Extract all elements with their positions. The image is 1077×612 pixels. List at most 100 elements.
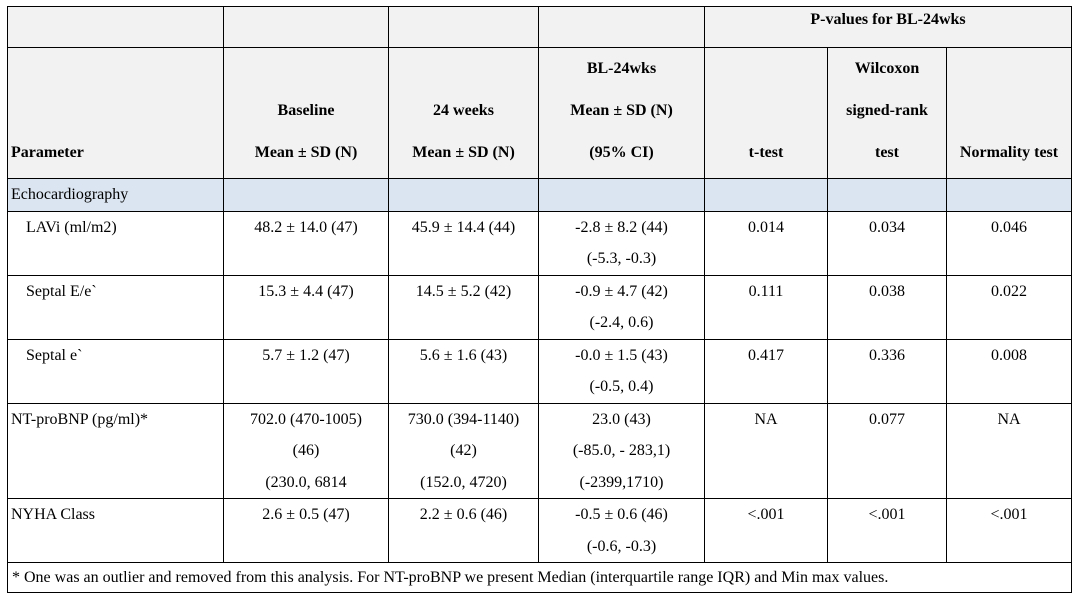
baseline-line: (230.0, 6814 <box>265 473 347 491</box>
header-diff-line: (95% CI) <box>589 144 654 161</box>
header-row-1: P-values for BL-24wks <box>7 6 1073 48</box>
header-diff-line: BL-24wks <box>586 60 657 77</box>
results-table-container: P-values for BL-24wks Parameter Baseline… <box>6 6 1073 593</box>
ttest-cell: <.001 <box>704 498 828 563</box>
diff-line: (-5.3, -0.3) <box>586 250 657 267</box>
week24-cell: 45.9 ± 14.4 (44) <box>388 210 539 276</box>
header-baseline-line: Baseline <box>277 102 335 119</box>
week24-line: (152.0, 4720) <box>420 473 507 491</box>
baseline-cell: 15.3 ± 4.4 (47) <box>223 274 389 340</box>
week24-line: (42) <box>450 442 477 459</box>
header-baseline-line: Mean ± SD (N) <box>254 144 358 161</box>
diff-line: 23.0 (43) <box>592 410 651 428</box>
header-wilcoxon-line: test <box>875 144 899 161</box>
week24-cell: 730.0 (394-1140) (42) (152.0, 4720) <box>388 402 539 499</box>
group-blank <box>945 178 1073 212</box>
param-cell: NT-proBNP (pg/ml)* <box>7 402 224 499</box>
table-row: NT-proBNP (pg/ml)* 702.0 (470-1005) (46)… <box>7 402 1073 499</box>
baseline-cell: 2.6 ± 0.5 (47) <box>223 498 389 563</box>
ttest-cell: 0.111 <box>704 274 828 340</box>
header-blank <box>388 6 539 48</box>
group-label: Echocardiography <box>7 178 224 212</box>
header-row-2: Parameter Baseline Mean ± SD (N) 24 week… <box>7 47 1073 179</box>
table-row: LAVi (ml/m2) 48.2 ± 14.0 (47) 45.9 ± 14.… <box>7 210 1073 276</box>
baseline-line: 5.7 ± 1.2 (47) <box>262 346 350 364</box>
normality-cell: NA <box>945 402 1073 499</box>
results-table: P-values for BL-24wks Parameter Baseline… <box>6 6 1073 593</box>
baseline-line: 702.0 (470-1005) <box>250 410 362 428</box>
table-row: Septal e` 5.7 ± 1.2 (47) 5.6 ± 1.6 (43) … <box>7 338 1073 404</box>
table-row: NYHA Class 2.6 ± 0.5 (47) 2.2 ± 0.6 (46)… <box>7 498 1073 563</box>
baseline-cell: 702.0 (470-1005) (46) (230.0, 6814 <box>223 402 389 499</box>
group-blank <box>827 178 947 212</box>
ttest-cell: NA <box>704 402 828 499</box>
header-parameter: Parameter <box>7 47 224 179</box>
wilcoxon-cell: 0.038 <box>827 274 947 340</box>
header-baseline: Baseline Mean ± SD (N) <box>223 47 389 179</box>
week24-cell: 5.6 ± 1.6 (43) <box>388 338 539 404</box>
table-row: Septal E/e` 15.3 ± 4.4 (47) 14.5 ± 5.2 (… <box>7 274 1073 340</box>
baseline-line: (46) <box>292 442 320 459</box>
header-diff-line: Mean ± SD (N) <box>570 102 673 119</box>
header-blank <box>223 6 389 48</box>
diff-cell: -2.8 ± 8.2 (44) (-5.3, -0.3) <box>538 210 705 276</box>
wilcoxon-cell: 0.034 <box>827 210 947 276</box>
normality-cell: 0.046 <box>945 210 1073 276</box>
week24-line: 45.9 ± 14.4 (44) <box>411 218 516 236</box>
normality-cell: <.001 <box>945 498 1073 563</box>
header-24weeks-line: Mean ± SD (N) <box>412 144 515 161</box>
header-24weeks: 24 weeks Mean ± SD (N) <box>388 47 539 179</box>
week24-cell: 2.2 ± 0.6 (46) <box>388 498 539 563</box>
diff-cell: -0.0 ± 1.5 (43) (-0.5, 0.4) <box>538 338 705 404</box>
baseline-cell: 5.7 ± 1.2 (47) <box>223 338 389 404</box>
diff-line: -0.5 ± 0.6 (46) <box>575 506 668 523</box>
group-blank <box>388 178 539 212</box>
header-wilcoxon-line: Wilcoxon <box>854 60 920 77</box>
diff-line: -0.0 ± 1.5 (43) <box>575 346 668 364</box>
diff-line: (-0.6, -0.3) <box>586 537 657 555</box>
week24-line: 14.5 ± 5.2 (42) <box>415 282 512 300</box>
param-cell: Septal e` <box>7 338 224 404</box>
group-blank <box>704 178 828 212</box>
group-row-echocardiography: Echocardiography <box>7 178 1073 212</box>
header-ttest: t-test <box>704 47 828 179</box>
baseline-line: 48.2 ± 14.0 (47) <box>254 218 358 236</box>
footnote-row: * One was an outlier and removed from th… <box>6 562 1073 593</box>
param-cell: LAVi (ml/m2) <box>7 210 224 276</box>
normality-cell: 0.022 <box>945 274 1073 340</box>
baseline-line: 2.6 ± 0.5 (47) <box>262 506 350 523</box>
group-blank <box>538 178 705 212</box>
group-blank <box>223 178 389 212</box>
diff-line: (-85.0, - 283,1) <box>572 442 671 459</box>
week24-line: 2.2 ± 0.6 (46) <box>419 506 508 523</box>
wilcoxon-cell: <.001 <box>827 498 947 563</box>
week24-cell: 14.5 ± 5.2 (42) <box>388 274 539 340</box>
diff-line: -2.8 ± 8.2 (44) <box>575 218 668 236</box>
header-blank <box>538 6 705 48</box>
diff-line: -0.9 ± 4.7 (42) <box>575 282 668 300</box>
header-24weeks-line: 24 weeks <box>433 102 494 119</box>
header-diff: BL-24wks Mean ± SD (N) (95% CI) <box>538 47 705 179</box>
param-cell: Septal E/e` <box>7 274 224 340</box>
week24-line: 5.6 ± 1.6 (43) <box>419 346 508 364</box>
normality-cell: 0.008 <box>945 338 1073 404</box>
diff-cell: -0.9 ± 4.7 (42) (-2.4, 0.6) <box>538 274 705 340</box>
diff-cell: -0.5 ± 0.6 (46) (-0.6, -0.3) <box>538 498 705 563</box>
diff-line: (-2399,1710) <box>579 473 664 491</box>
ttest-cell: 0.417 <box>704 338 828 404</box>
wilcoxon-cell: 0.336 <box>827 338 947 404</box>
param-cell: NYHA Class <box>7 498 224 563</box>
baseline-cell: 48.2 ± 14.0 (47) <box>223 210 389 276</box>
ttest-cell: 0.014 <box>704 210 828 276</box>
header-wilcoxon-line: signed-rank <box>846 102 928 119</box>
footnote: * One was an outlier and removed from th… <box>6 562 1073 593</box>
diff-cell: 23.0 (43) (-85.0, - 283,1) (-2399,1710) <box>538 402 705 499</box>
header-blank <box>7 6 224 48</box>
pvalues-group-header: P-values for BL-24wks <box>703 6 1073 48</box>
header-wilcoxon: Wilcoxon signed-rank test <box>827 47 947 179</box>
header-normality: Normality test <box>945 47 1073 179</box>
diff-line: (-0.5, 0.4) <box>589 378 654 395</box>
baseline-line: 15.3 ± 4.4 (47) <box>258 282 354 300</box>
wilcoxon-cell: 0.077 <box>827 402 947 499</box>
week24-line: 730.0 (394-1140) <box>407 410 520 428</box>
